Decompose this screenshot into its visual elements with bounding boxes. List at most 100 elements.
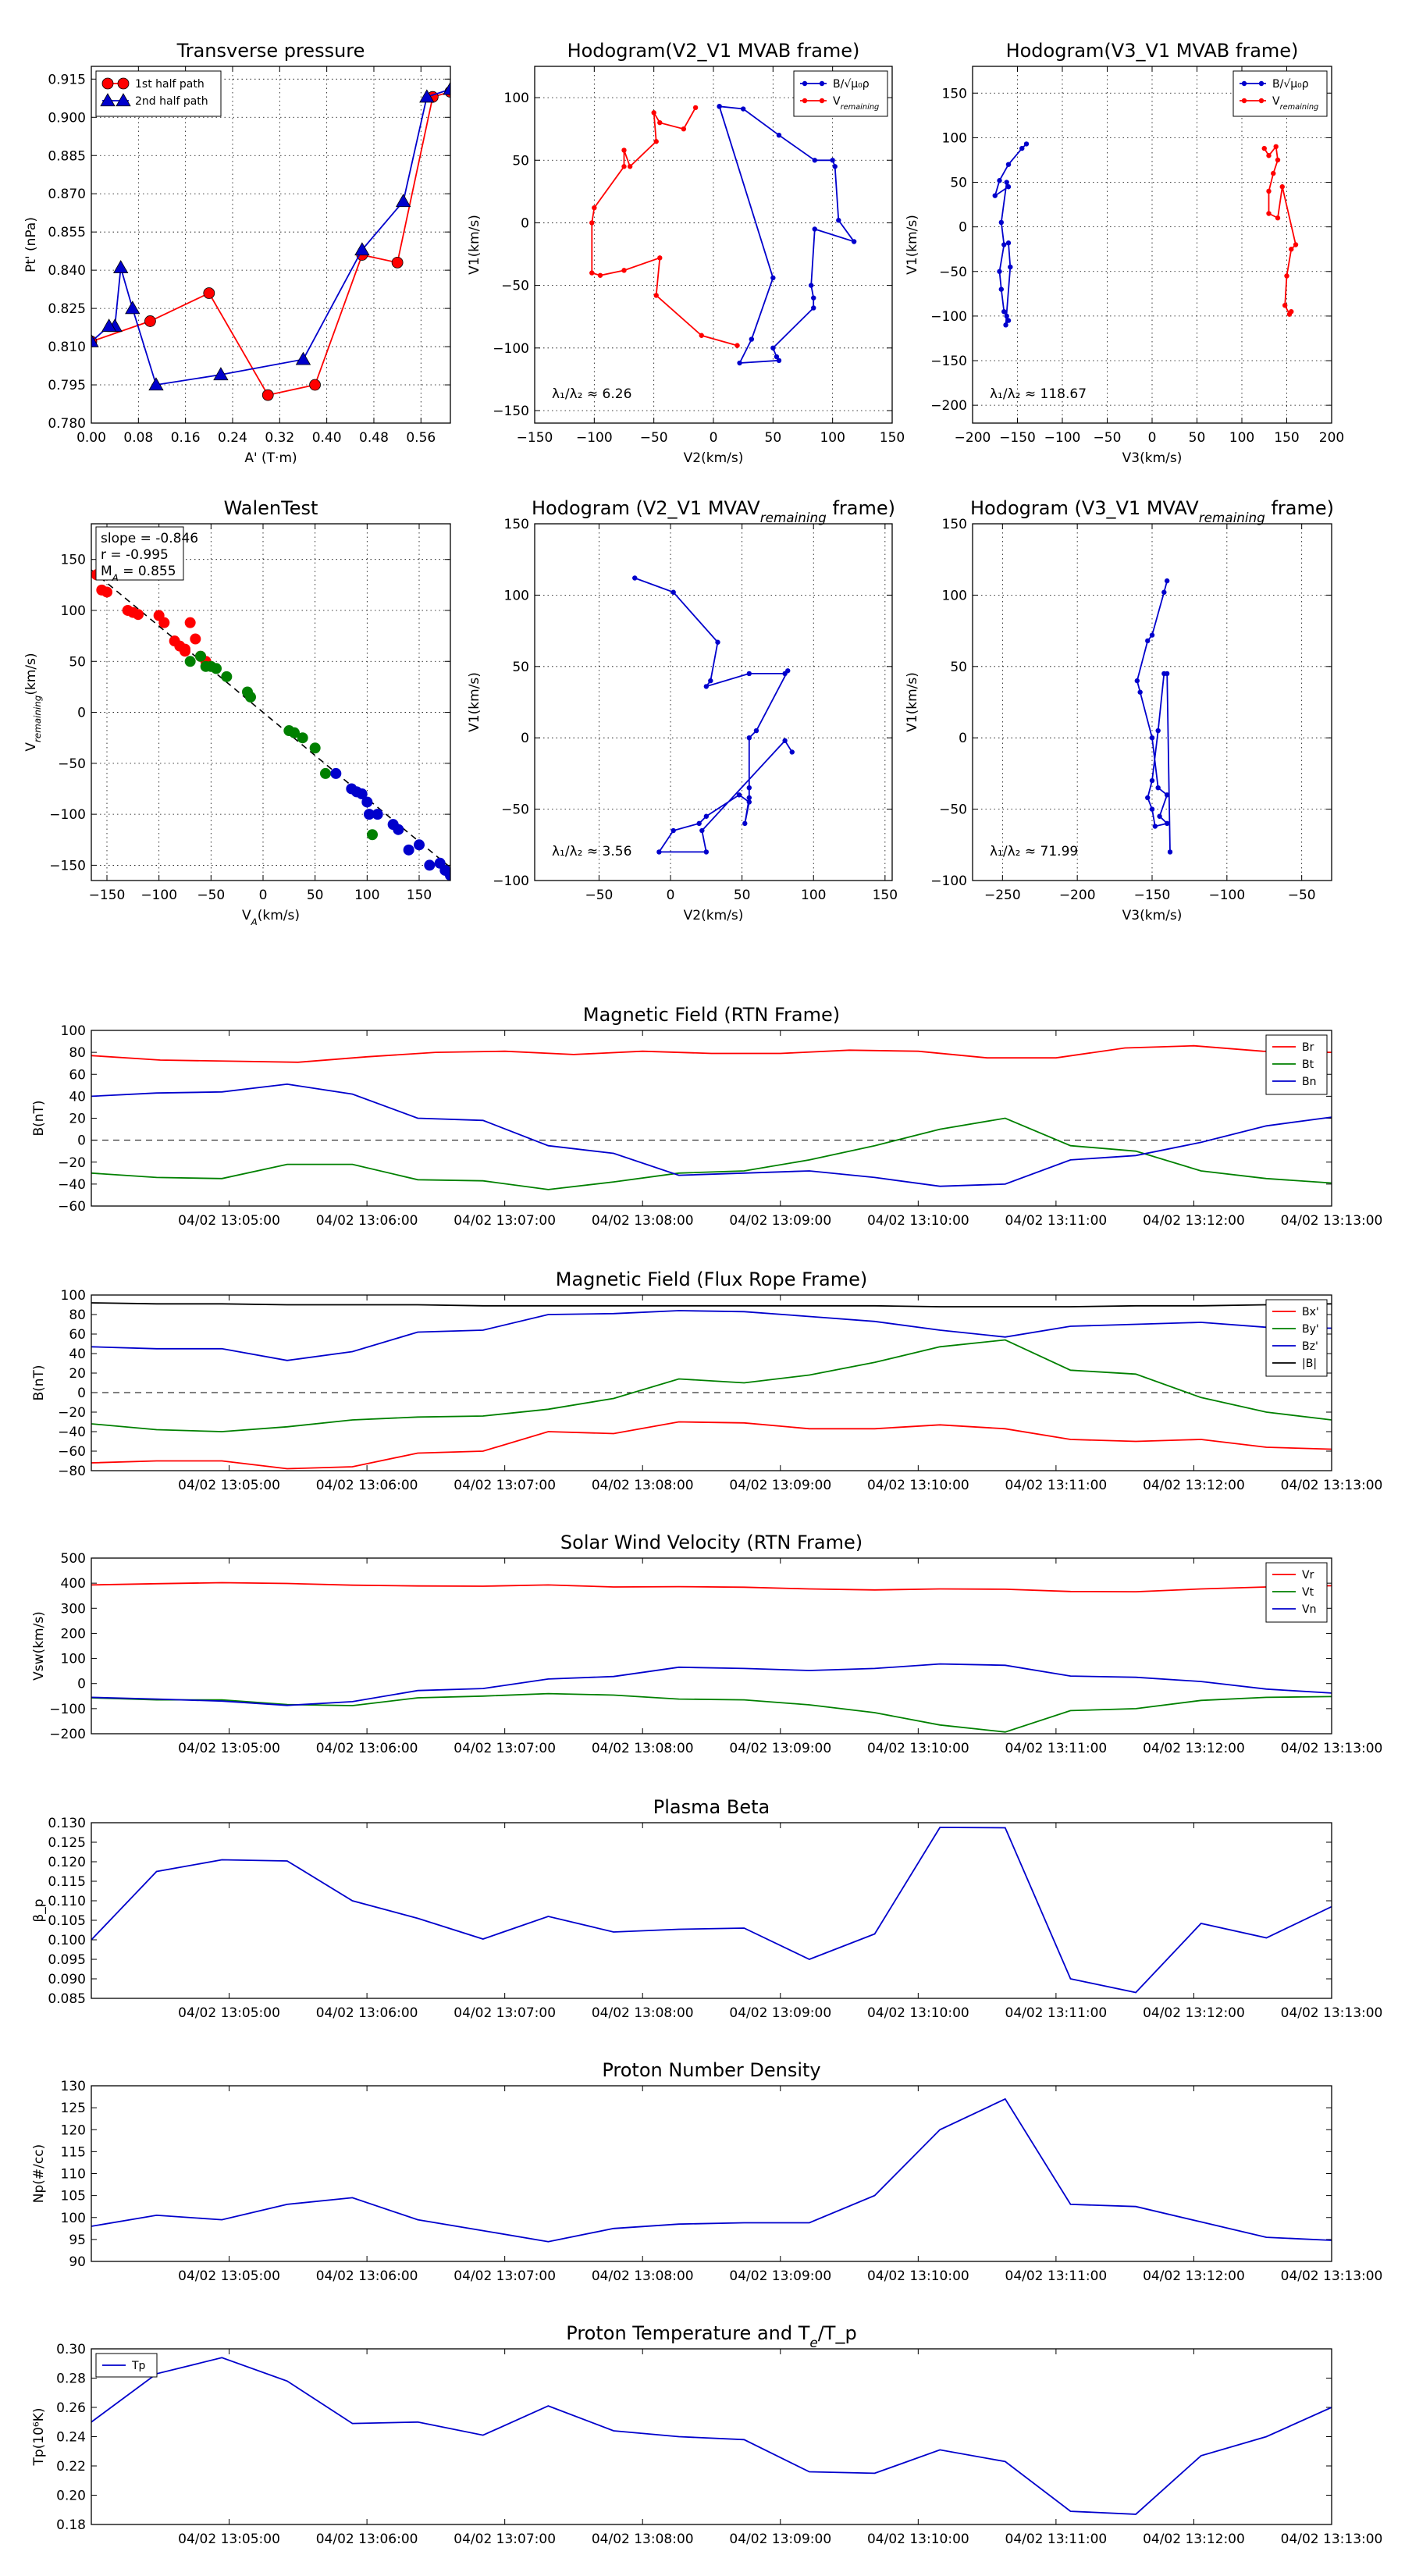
y-tick-label: 400 (61, 1576, 86, 1592)
data-point (1161, 589, 1167, 595)
data-point (1004, 180, 1009, 185)
x-tick-label: −100 (140, 888, 177, 903)
chart-title: Proton Temperature and Te/T_p (566, 2322, 856, 2350)
chart-np: 04/02 13:05:00 04/02 13:06:00 04/02 13:07:… (31, 2059, 1382, 2284)
y-tick-label: 0.900 (48, 110, 86, 126)
series-line-Vn (91, 1663, 1332, 1706)
y-axis-label: β_p (31, 1898, 47, 1922)
legend-label: |B| (1302, 1357, 1317, 1370)
legend-label: Vt (1302, 1586, 1314, 1599)
legend-label: 2nd half path (135, 95, 208, 108)
data-point (1008, 264, 1013, 270)
data-point (998, 219, 1005, 226)
x-tick-label: 04/02 13:08:00 (592, 1213, 694, 1229)
x-tick-label: 04/02 13:08:00 (592, 1741, 694, 1756)
x-tick-label: 04/02 13:10:00 (867, 2268, 969, 2284)
y-tick-label: 0.30 (56, 2342, 86, 2357)
data-point (1145, 638, 1151, 644)
plot-frame (972, 66, 1332, 424)
y-tick-label: 0 (521, 215, 529, 231)
data-point (746, 735, 752, 741)
y-axis-label: Np(#/cc) (31, 2144, 47, 2203)
data-point (692, 105, 699, 111)
y-tick-label: −40 (58, 1177, 86, 1193)
series-line-By' (91, 1339, 1332, 1432)
x-tick-label: 04/02 13:13:00 (1281, 2268, 1383, 2284)
data-point (998, 286, 1005, 292)
y-tick-label: 0 (77, 1677, 86, 1692)
x-tick-label: −50 (1094, 430, 1122, 446)
x-tick-label: 04/02 13:06:00 (316, 1478, 418, 1493)
y-tick-label: 50 (950, 660, 967, 675)
y-tick-label: 120 (61, 2122, 86, 2138)
x-tick-label: 04/02 13:06:00 (316, 1213, 418, 1229)
x-tick-label: 04/02 13:07:00 (454, 1478, 556, 1493)
plot-frame (91, 1030, 1332, 1207)
x-tick-label: 04/02 13:09:00 (729, 2268, 831, 2284)
y-tick-label: −50 (939, 265, 967, 280)
plot-frame (91, 1557, 1332, 1735)
x-tick-label: −150 (999, 430, 1036, 446)
y-tick-label: 40 (69, 1347, 86, 1362)
series-line-Bt (91, 1117, 1332, 1190)
y-tick-label: −150 (49, 858, 86, 873)
data-point (997, 269, 1002, 274)
chart-title: Magnetic Field (RTN Frame) (583, 1004, 840, 1026)
data-point (819, 98, 825, 104)
data-point (100, 93, 116, 107)
x-tick-label: 04/02 13:10:00 (867, 1213, 969, 1229)
x-axis-label: V3(km/s) (1122, 908, 1183, 923)
plot-area (91, 1044, 1332, 1190)
ratio-annotation: λ₁/λ₂ ≈ 118.67 (990, 386, 1087, 402)
x-tick-label: 04/02 13:13:00 (1281, 2005, 1383, 2021)
legend-label: Tp (131, 2360, 146, 2372)
data-point (657, 255, 663, 261)
plot-frame (534, 66, 893, 424)
data-point (101, 318, 117, 333)
series-line-Vt (91, 1692, 1332, 1733)
data-point (295, 351, 311, 365)
y-axis-label: V1(km/s) (905, 672, 920, 732)
data-point (770, 275, 776, 281)
y-tick-label: 0.885 (48, 148, 86, 164)
data-point (1149, 735, 1155, 741)
series-line-Br (91, 1044, 1332, 1063)
x-tick-label: 04/02 13:13:00 (1281, 2532, 1383, 2547)
x-tick-label: 04/02 13:05:00 (178, 1741, 280, 1756)
x-tick-label: 04/02 13:10:00 (867, 1741, 969, 1756)
x-axis-label: V2(km/s) (684, 450, 744, 466)
x-tick-label: 04/02 13:05:00 (178, 2005, 280, 2021)
y-axis-label: Vremaining(km/s) (23, 653, 43, 751)
y-tick-label: 100 (61, 2211, 86, 2226)
y-tick-label: −50 (58, 756, 86, 772)
y-tick-label: 95 (69, 2233, 86, 2248)
x-tick-label: 200 (1319, 430, 1344, 446)
data-point (144, 315, 156, 327)
x-tick-label: 04/02 13:13:00 (1281, 1741, 1383, 1756)
chart-title: WalenTest (224, 497, 318, 519)
ratio-annotation: λ₁/λ₂ ≈ 3.56 (552, 844, 631, 859)
x-tick-label: 04/02 13:11:00 (1005, 1741, 1108, 1756)
data-point (811, 305, 816, 311)
x-tick-label: 0.00 (76, 430, 106, 446)
data-point (699, 333, 704, 338)
y-tick-label: 20 (69, 1366, 86, 1382)
x-tick-label: 0.16 (171, 430, 201, 446)
y-tick-label: 0.085 (48, 1991, 86, 2007)
data-point (1005, 240, 1012, 246)
data-point (746, 785, 752, 791)
legend-label: Vremaining (1272, 95, 1318, 112)
data-point (1149, 777, 1155, 784)
y-tick-label: 125 (61, 2101, 86, 2116)
data-point (190, 633, 201, 645)
x-tick-label: 150 (880, 430, 905, 446)
data-point (832, 164, 838, 169)
x-tick-label: −200 (1059, 888, 1096, 903)
data-point (802, 80, 808, 87)
y-tick-label: 100 (942, 588, 967, 603)
x-tick-label: 100 (354, 888, 379, 903)
chart-hodo4: −250 −200 −150 −100 −50 −100 −50 0 50 100 150Hodog… (905, 497, 1334, 923)
y-tick-label: 0 (77, 1133, 86, 1149)
y-axis-label: Tp(10⁶K) (31, 2407, 47, 2466)
y-tick-label: −150 (930, 354, 967, 369)
